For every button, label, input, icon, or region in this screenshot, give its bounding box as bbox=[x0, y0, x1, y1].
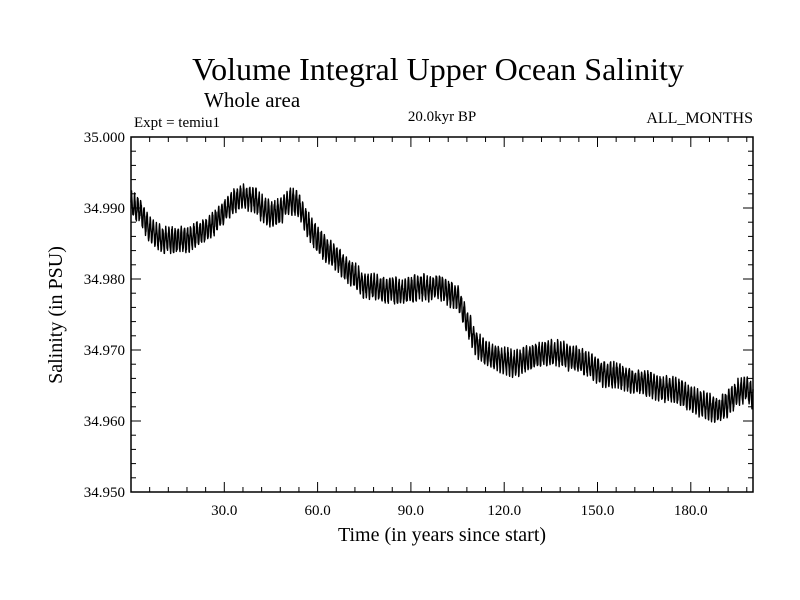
chart-subtitle: Whole area bbox=[204, 88, 301, 112]
y-axis-label: Salinity (in PSU) bbox=[45, 246, 67, 384]
y-tick-label: 35.000 bbox=[84, 130, 125, 146]
x-tick-label: 30.0 bbox=[211, 503, 237, 519]
y-tick-label: 34.980 bbox=[84, 272, 125, 288]
plot-area bbox=[130, 136, 754, 493]
y-tick-label: 34.970 bbox=[84, 343, 125, 359]
x-tick-labels: 30.0 60.0 90.0 120.0 150.0 180.0 bbox=[211, 503, 708, 519]
y-tick-labels: 34.950 34.960 34.970 34.980 34.990 35.000 bbox=[84, 130, 125, 501]
x-tick-label: 60.0 bbox=[304, 503, 330, 519]
months-label: ALL_MONTHS bbox=[646, 110, 753, 127]
experiment-label: Expt = temiu1 bbox=[134, 115, 220, 131]
y-tick-label: 34.990 bbox=[84, 201, 125, 217]
x-tick-label: 120.0 bbox=[487, 503, 521, 519]
salinity-series-line bbox=[130, 183, 754, 423]
y-tick-label: 34.950 bbox=[84, 485, 125, 501]
y-tick-label: 34.960 bbox=[84, 414, 125, 430]
x-axis-label: Time (in years since start) bbox=[338, 524, 546, 546]
chart-title: Volume Integral Upper Ocean Salinity bbox=[192, 51, 684, 87]
axis-ticks bbox=[131, 137, 753, 492]
x-tick-label: 180.0 bbox=[674, 503, 708, 519]
period-label: 20.0kyr BP bbox=[408, 109, 476, 125]
x-tick-label: 150.0 bbox=[581, 503, 615, 519]
plot-frame bbox=[130, 136, 754, 493]
x-tick-label: 90.0 bbox=[398, 503, 424, 519]
